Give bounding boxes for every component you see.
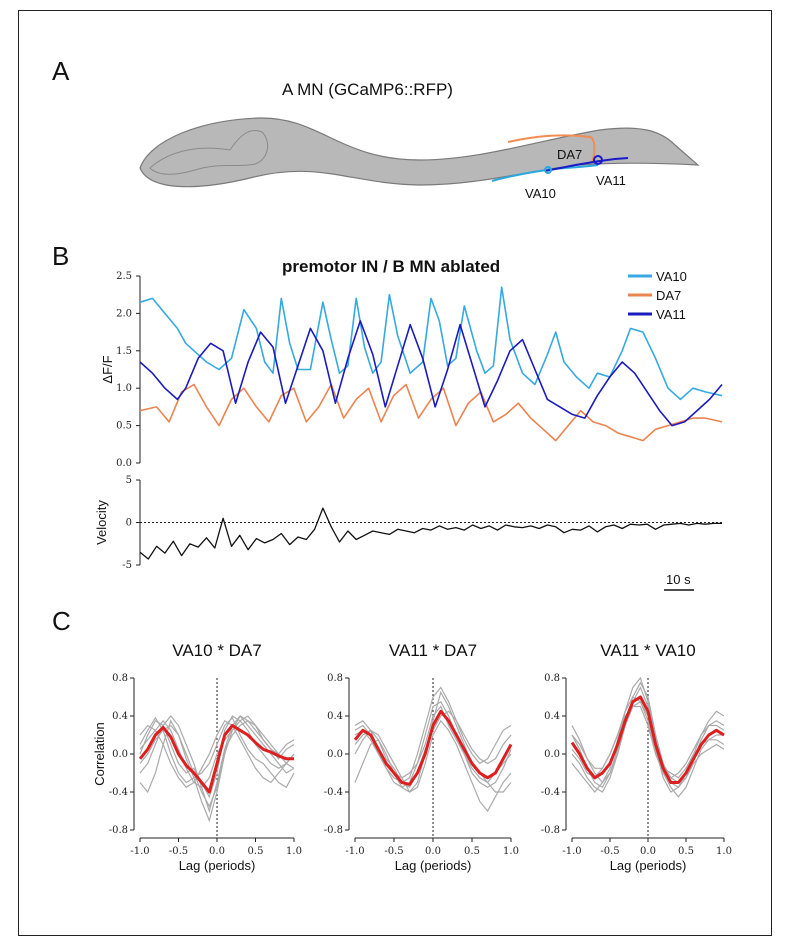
correlation-chart-va11-da7: VA11 * DA7 0.8 0.4 0.0 -0.4 -0.8-1.0 -0.5 0.0 0.… — [324, 641, 519, 873]
trace-va10 — [139, 286, 723, 401]
correlation-chart-title: VA11 * DA7 — [389, 641, 477, 660]
worm-schematic — [139, 117, 700, 188]
y-tick-label: 0.4 — [327, 711, 343, 722]
velocity-chart: -5 0 5 Velocity — [94, 475, 722, 571]
neuron-da7-process — [507, 134, 596, 163]
legend: VA10 DA7 VA11 — [628, 269, 687, 322]
mean-correlation-trace — [570, 695, 725, 784]
y-tick-label: 0.8 — [112, 673, 128, 684]
y-axis-label: Velocity — [94, 500, 109, 545]
y-tick-label: 0.0 — [112, 749, 128, 760]
correlation-chart-title: VA11 * VA10 — [600, 641, 695, 660]
x-tick-label: 0.0 — [209, 846, 225, 857]
x-tick-label: 0.0 — [640, 846, 656, 857]
legend-label-da7: DA7 — [656, 288, 681, 303]
mean-correlation-trace — [353, 709, 513, 786]
panel-label-b: B — [52, 241, 69, 271]
correlation-chart-va10-da7: VA10 * DA7 0.8 0.4 0.0 -0.4 -0.8-1.0 -0.5 0.0 0.… — [92, 641, 302, 873]
x-tick-label: 1.0 — [503, 846, 519, 857]
x-tick-label: -0.5 — [169, 846, 188, 857]
y-tick-label: 0.0 — [116, 458, 132, 469]
neuron-label-va11: VA11 — [596, 173, 626, 188]
individual-correlation-trace — [139, 719, 295, 789]
y-tick-label: -0.8 — [541, 825, 560, 836]
y-tick-label: -0.8 — [324, 825, 343, 836]
x-tick-label: -1.0 — [345, 846, 364, 857]
x-tick-label: 0.0 — [425, 846, 441, 857]
x-tick-label: 1.0 — [286, 846, 302, 857]
x-tick-label: -0.5 — [600, 846, 619, 857]
x-tick-label: 0.5 — [248, 846, 264, 857]
worm-body — [139, 117, 700, 188]
y-tick-label: 0.8 — [544, 673, 560, 684]
y-tick-label: -0.4 — [541, 787, 560, 798]
mean-correlation-trace — [138, 724, 294, 794]
y-tick-label: -0.8 — [109, 825, 128, 836]
y-tick-label: -0.4 — [109, 787, 128, 798]
neuron-label-da7: DA7 — [557, 147, 582, 162]
y-tick-label: 0.8 — [327, 673, 343, 684]
y-tick-label: 0.5 — [116, 421, 132, 432]
y-axis-label: ΔF/F — [100, 355, 115, 383]
legend-label-va10: VA10 — [656, 269, 687, 284]
panel-a-title: A MN (GCaMP6::RFP) — [282, 80, 453, 99]
dff-traces-chart: 0.0 0.5 1.0 1.5 2.0 2.5 ΔF/F — [100, 271, 723, 469]
neuron-label-va10: VA10 — [525, 186, 556, 201]
correlation-chart-title: VA10 * DA7 — [172, 641, 261, 660]
x-tick-label: -1.0 — [130, 846, 149, 857]
y-tick-label: 0.4 — [544, 711, 560, 722]
worm-pharynx — [149, 130, 269, 175]
neuron-va11-soma — [593, 155, 603, 165]
individual-correlation-trace — [139, 715, 295, 789]
y-axis-label: Correlation — [92, 722, 107, 786]
legend-label-va11: VA11 — [656, 307, 686, 322]
individual-correlation-trace — [139, 715, 295, 823]
y-tick-label: 2.5 — [116, 271, 132, 282]
y-tick-label: 1.0 — [116, 383, 132, 394]
neuron-va11-process — [544, 157, 629, 172]
neuron-va10-soma — [544, 166, 552, 174]
y-tick-label: 0.4 — [112, 711, 128, 722]
x-axis-label: Lag (periods) — [395, 858, 472, 873]
trace-velocity — [139, 507, 722, 560]
x-axis-label: Lag (periods) — [610, 858, 687, 873]
panel-b-title: premotor IN / B MN ablated — [282, 257, 500, 276]
x-tick-label: -0.5 — [384, 846, 403, 857]
y-tick-label: -5 — [122, 560, 132, 571]
individual-correlation-trace — [354, 719, 512, 813]
x-axis-label: Lag (periods) — [179, 858, 256, 873]
figure-frame — [18, 10, 772, 936]
y-tick-label: 0 — [126, 518, 132, 529]
individual-correlation-trace — [571, 676, 725, 793]
scale-bar-label: 10 s — [666, 572, 691, 587]
individual-correlation-trace — [354, 686, 512, 784]
x-tick-label: 1.0 — [716, 846, 732, 857]
individual-correlation-trace — [354, 690, 512, 793]
y-tick-label: 0.0 — [327, 749, 343, 760]
trace-va11 — [139, 320, 723, 427]
x-tick-label: 0.5 — [678, 846, 694, 857]
x-tick-label: -1.0 — [562, 846, 581, 857]
y-tick-label: 0.0 — [544, 749, 560, 760]
y-tick-label: 5 — [126, 475, 132, 486]
x-tick-label: 0.5 — [464, 846, 480, 857]
y-tick-label: 2.0 — [116, 308, 132, 319]
panel-label-c: C — [52, 606, 71, 636]
panel-label-a: A — [52, 56, 70, 86]
individual-correlation-trace — [354, 705, 512, 784]
y-tick-label: 1.5 — [116, 346, 132, 357]
correlation-chart-va11-va10: VA11 * VA10 0.8 0.4 0.0 -0.4 -0.8-1.0 -0.5 0.0 0… — [541, 641, 732, 873]
y-tick-label: -0.4 — [324, 787, 343, 798]
